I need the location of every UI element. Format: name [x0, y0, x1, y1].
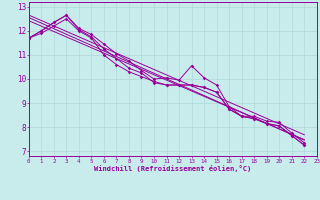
- X-axis label: Windchill (Refroidissement éolien,°C): Windchill (Refroidissement éolien,°C): [94, 165, 252, 172]
